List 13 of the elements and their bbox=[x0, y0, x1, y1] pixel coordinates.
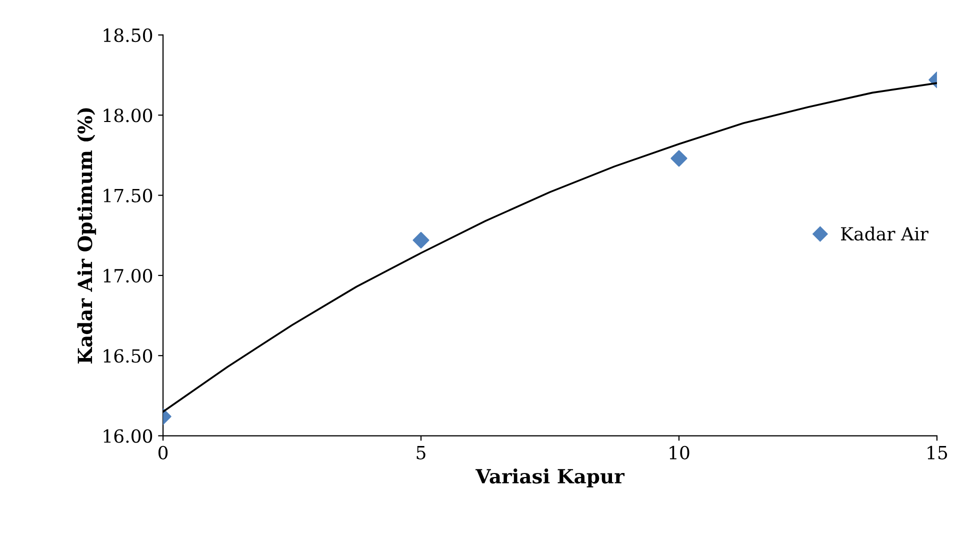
x-tick-label: 15 bbox=[928, 446, 948, 460]
x-tick-label: 10 bbox=[670, 446, 690, 460]
y-tick-label: 16.50 bbox=[104, 349, 152, 363]
y-tick-label: 18.00 bbox=[104, 108, 152, 122]
y-tick-label: 17.00 bbox=[104, 268, 152, 283]
x-tick-label: 0 bbox=[158, 446, 168, 460]
x-tick-label: 5 bbox=[416, 446, 426, 460]
legend-label: Kadar Air bbox=[841, 226, 928, 241]
y-axis-title: Kadar Air Optimum (%) bbox=[77, 108, 96, 364]
y-tick-label: 17.50 bbox=[104, 188, 152, 202]
y-tick-label: 18.50 bbox=[104, 28, 152, 42]
x-axis-title: Variasi Kapur bbox=[476, 468, 625, 488]
y-tick-label: 16.00 bbox=[104, 429, 152, 443]
